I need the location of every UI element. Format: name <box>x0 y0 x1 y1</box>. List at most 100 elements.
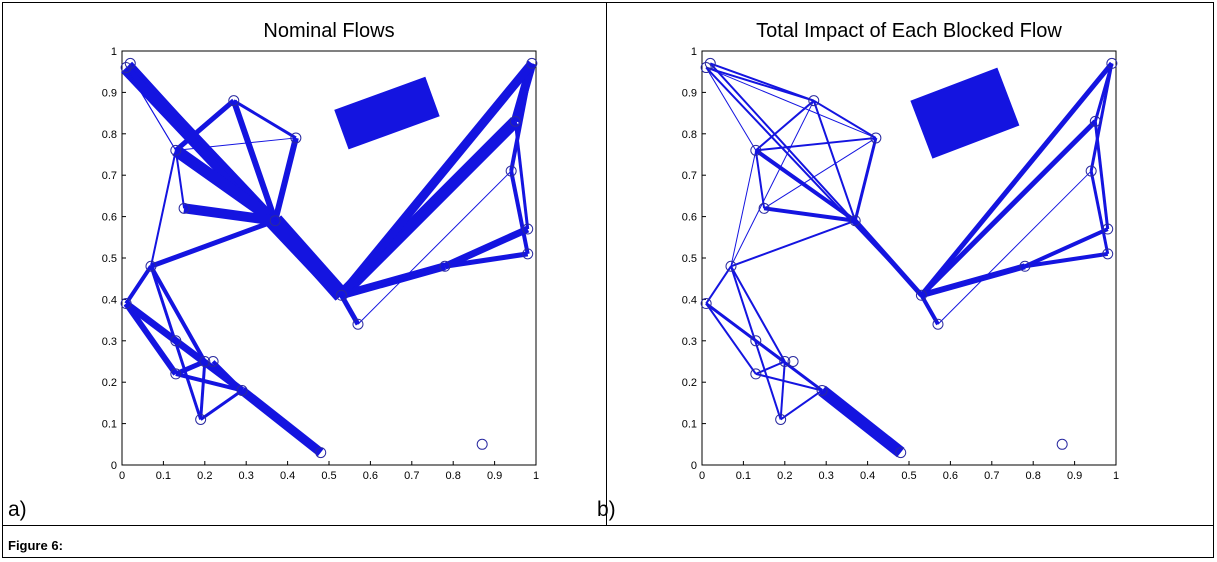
x-tick-label: 0.6 <box>943 470 958 482</box>
node-marker <box>915 289 927 301</box>
flow-edge <box>513 121 530 230</box>
flow-edge <box>199 389 243 421</box>
x-tick-label: 0.1 <box>736 470 751 482</box>
x-tick-label: 0.7 <box>404 470 419 482</box>
flow-edge <box>730 265 786 362</box>
node-marker <box>750 144 762 156</box>
flow-edge <box>174 150 186 209</box>
flow-edge <box>1024 227 1109 269</box>
node-marker <box>120 62 132 74</box>
x-tick-label: 0.3 <box>239 470 254 482</box>
x-tick-label: 0.6 <box>363 470 378 482</box>
network-plot-b: Total Impact of Each Blocked Flow 0 0.1 0.2… <box>682 20 1119 482</box>
flow-edge <box>339 294 361 326</box>
node-marker <box>1102 248 1114 260</box>
flow-edge <box>337 60 536 299</box>
flow-edge <box>272 137 299 222</box>
node-marker <box>1106 57 1118 69</box>
flow-edge <box>175 137 296 151</box>
node-marker <box>476 438 488 450</box>
node-marker <box>725 260 737 272</box>
node-marker <box>849 215 861 227</box>
node-marker <box>1019 260 1031 272</box>
flow-edge <box>763 137 877 209</box>
flow-edge <box>172 145 279 226</box>
x-tick-label: 0.2 <box>197 470 212 482</box>
node-marker <box>1102 223 1114 235</box>
node-marker <box>315 447 327 459</box>
node-marker <box>195 413 207 425</box>
node-marker <box>775 413 787 425</box>
plot-area-box <box>701 50 1117 466</box>
node-marker <box>120 298 132 310</box>
flow-edge <box>1093 121 1110 230</box>
node-marker <box>522 248 534 260</box>
node-marker <box>236 384 248 396</box>
node-marker <box>170 335 182 347</box>
node-marker <box>1089 115 1101 127</box>
node-marker <box>932 318 944 330</box>
node-marker <box>808 95 820 107</box>
node-marker <box>207 356 219 367</box>
y-tick-label: 0.2 <box>102 377 117 389</box>
flow-edge <box>755 99 815 152</box>
flow-edge <box>149 265 203 420</box>
y-tick-label: 0.6 <box>682 212 697 224</box>
node-marker <box>758 202 770 214</box>
node-marker <box>199 356 211 367</box>
flow-edges <box>705 61 1114 458</box>
node-marker <box>1056 438 1068 450</box>
node-marker <box>170 368 182 380</box>
x-tick-label: 0.3 <box>819 470 834 482</box>
x-tick-label: 1 <box>1113 470 1119 482</box>
y-tick-label: 0.6 <box>102 212 117 224</box>
y-tick-label: 0.2 <box>682 377 697 389</box>
node-marker <box>178 202 190 214</box>
flow-edge <box>919 61 1114 297</box>
flow-edge <box>1089 63 1114 172</box>
flow-edge <box>779 361 786 420</box>
chart-title: Nominal Flows <box>263 20 394 42</box>
flow-edge <box>233 99 297 140</box>
flow-edge <box>755 136 876 152</box>
node-marker <box>170 144 182 156</box>
flow-edge <box>149 265 207 363</box>
node-marker <box>505 165 517 177</box>
flow-edge <box>730 100 815 267</box>
flow-edge <box>174 98 236 153</box>
x-tick-label: 0.4 <box>860 470 875 482</box>
node-marker <box>335 289 347 301</box>
y-tick-label: 0.1 <box>682 419 697 431</box>
flow-edge <box>730 265 782 420</box>
flow-edge <box>763 206 856 223</box>
node-marker <box>750 368 762 380</box>
flow-edge <box>937 170 1092 325</box>
panel-b: Total Impact of Each Blocked Flow 0 0.1 0.2… <box>620 6 1205 484</box>
x-tick-label: 0.9 <box>1067 470 1082 482</box>
node-marker <box>526 57 538 69</box>
flow-edges <box>121 60 537 457</box>
flow-edge <box>853 219 924 297</box>
y-tick-label: 1 <box>111 46 117 58</box>
y-tick-label: 0.9 <box>102 87 117 99</box>
flow-edge <box>269 215 348 301</box>
flow-edge <box>754 150 766 209</box>
flow-edge <box>239 386 324 457</box>
flow-edge <box>125 67 177 151</box>
x-tick-label: 0 <box>119 470 125 482</box>
y-tick-label: 0.1 <box>102 419 117 431</box>
x-tick-label: 1 <box>533 470 539 482</box>
y-tick-label: 0.3 <box>682 336 697 348</box>
y-tick-label: 0.5 <box>102 253 117 265</box>
flow-edge <box>124 265 153 305</box>
y-tick-label: 0.8 <box>682 129 697 141</box>
flow-edge <box>730 219 856 268</box>
flow-edge <box>813 99 877 139</box>
y-tick-label: 0.4 <box>102 294 117 306</box>
flow-edge <box>174 339 243 392</box>
node-marker <box>700 298 712 310</box>
caption-divider <box>2 525 1214 526</box>
x-tick-label: 0.5 <box>321 470 336 482</box>
panel-a-label: a) <box>8 498 27 521</box>
